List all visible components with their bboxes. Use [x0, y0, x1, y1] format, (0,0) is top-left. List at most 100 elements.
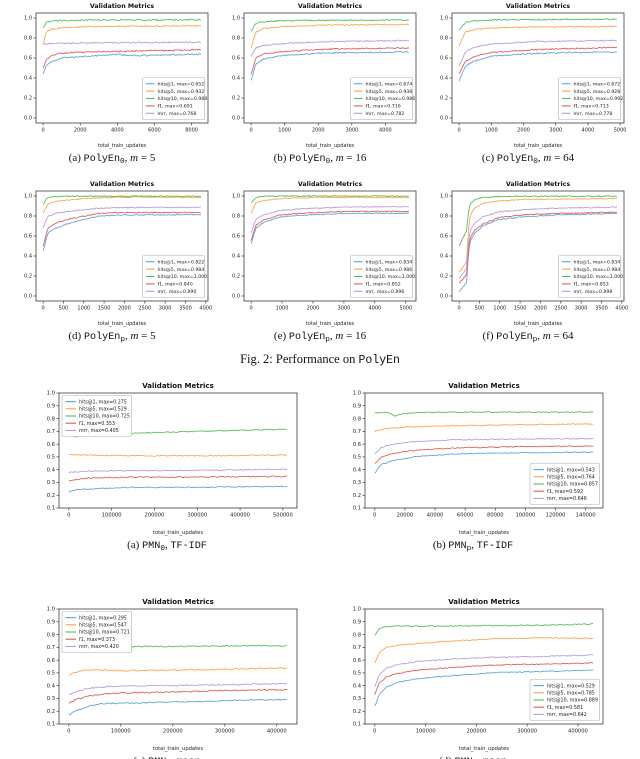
x-axis: 0 100000 200000 300000 400000 — [67, 723, 287, 734]
series-line-2 — [42, 195, 202, 205]
series-line-1 — [374, 422, 594, 432]
fig2-chart-cell-fig2b: Validation Metrics 0.0 0.2 0.4 0.6 0.8 1.0 0 100… — [218, 0, 422, 178]
svg-text:mrr, max=0.646: mrr, max=0.646 — [547, 496, 587, 502]
svg-text:hits@5, max=0.932: hits@5, max=0.932 — [158, 89, 205, 95]
svg-text:f1, max=0.716: f1, max=0.716 — [366, 104, 401, 110]
svg-text:0.9: 0.9 — [47, 403, 55, 409]
chart-caption-fig2e: (e) PolyEnp, m = 16 — [273, 329, 367, 344]
chart-title: Validation Metrics — [506, 3, 571, 10]
svg-text:hits@5, max=0.984: hits@5, max=0.984 — [574, 267, 621, 273]
svg-text:hits@5, max=0.785: hits@5, max=0.785 — [547, 690, 595, 696]
svg-text:0.8: 0.8 — [47, 416, 55, 422]
plot-area-border — [58, 608, 298, 725]
chart-fig3a: Validation Metrics0.10.20.30.40.50.60.70… — [47, 382, 298, 536]
fig2-chart-cell-fig2c: Validation Metrics 0.0 0.2 0.4 0.6 0.8 1.0 0 100… — [426, 0, 630, 178]
fig2-chart-cell-fig2f: Validation Metrics 0.0 0.2 0.4 0.6 0.8 1.0 0 500… — [426, 178, 630, 356]
svg-text:mrr, max=0.782: mrr, max=0.782 — [366, 111, 405, 117]
svg-text:1.0: 1.0 — [232, 16, 240, 22]
svg-text:0.1: 0.1 — [353, 506, 361, 512]
fig2-chart-grid: Validation Metrics 0.0 0.2 0.4 0.6 0.8 1.0 0 200… — [0, 0, 640, 356]
svg-text:1000: 1000 — [278, 128, 291, 134]
x-axis: 0 100000 200000 300000 400000 — [373, 723, 588, 734]
svg-text:1.0: 1.0 — [24, 194, 32, 200]
svg-text:0.6: 0.6 — [353, 442, 361, 448]
svg-text:2000: 2000 — [312, 128, 325, 134]
series-line-0 — [68, 485, 288, 493]
svg-text:hits@5, max=0.529: hits@5, max=0.529 — [79, 406, 127, 412]
chart-title: Validation Metrics — [506, 181, 571, 188]
series-line-3 — [68, 475, 288, 482]
chart-fig2f: Validation Metrics 0.0 0.2 0.4 0.6 0.8 1.0 0 500… — [440, 181, 628, 327]
x-axis: 0 500 1000 1500 2000 2500 3000 3500 4000 — [42, 300, 212, 311]
series-line-1 — [374, 636, 594, 664]
series-line-1 — [42, 24, 202, 45]
y-axis: 0.0 0.2 0.4 0.6 0.8 1.0 — [24, 194, 36, 300]
svg-text:300000: 300000 — [517, 728, 537, 734]
svg-text:0.9: 0.9 — [353, 403, 361, 409]
series-line-3 — [250, 210, 410, 241]
svg-text:1000: 1000 — [493, 305, 506, 311]
svg-text:3000: 3000 — [549, 128, 562, 134]
figure-2-block: Validation Metrics 0.0 0.2 0.4 0.6 0.8 1.0 0 200… — [0, 0, 640, 367]
svg-text:1000: 1000 — [77, 305, 90, 311]
svg-text:1500: 1500 — [98, 305, 111, 311]
svg-text:hits@1, max=0.834: hits@1, max=0.834 — [574, 259, 621, 265]
svg-text:1.0: 1.0 — [353, 606, 361, 612]
svg-text:hits@1, max=0.275: hits@1, max=0.275 — [79, 399, 127, 405]
series-line-4 — [250, 39, 409, 57]
x-axis-label: total_train_updates — [153, 746, 203, 752]
fig3-chart-cell-fig3a: Validation Metrics 0.1 0.2 0.3 0.4 0.5 0.6 0.7 0… — [29, 379, 305, 565]
svg-text:0.1: 0.1 — [47, 721, 55, 727]
svg-text:2500: 2500 — [138, 305, 151, 311]
svg-text:1.0: 1.0 — [232, 194, 240, 200]
plot-area-border — [243, 190, 417, 302]
svg-text:hits@5, max=0.547: hits@5, max=0.547 — [79, 622, 127, 628]
svg-text:1500: 1500 — [514, 305, 527, 311]
svg-text:500: 500 — [475, 305, 485, 311]
svg-text:60000: 60000 — [457, 512, 474, 518]
chart-caption-fig2b: (b) PolyEn0, m = 16 — [273, 152, 367, 166]
series-line-1 — [68, 453, 288, 457]
svg-text:mrr, max=0.896: mrr, max=0.896 — [366, 289, 405, 295]
svg-text:0.8: 0.8 — [24, 214, 32, 220]
svg-text:mrr, max=0.405: mrr, max=0.405 — [79, 428, 119, 434]
svg-text:0: 0 — [67, 512, 70, 518]
svg-text:120000: 120000 — [546, 512, 566, 518]
svg-text:4000: 4000 — [615, 305, 628, 311]
x-axis: 0 2000 4000 6000 8000 — [42, 123, 198, 134]
y-axis: 0.1 0.2 0.3 0.4 0.5 0.6 0.7 0.8 0.9 1.0 — [47, 606, 59, 727]
svg-text:4000: 4000 — [368, 305, 381, 311]
svg-text:hits@1, max=0.529: hits@1, max=0.529 — [547, 683, 595, 689]
chart-title: Validation Metrics — [298, 3, 363, 10]
x-axis-label: total_train_updates — [459, 530, 509, 536]
svg-text:0.2: 0.2 — [232, 96, 240, 102]
svg-text:0.6: 0.6 — [440, 234, 448, 240]
fig2-chart-cell-fig2a: Validation Metrics 0.0 0.2 0.4 0.6 0.8 1.0 0 200… — [10, 0, 214, 178]
svg-text:0.4: 0.4 — [24, 76, 32, 82]
series-line-2 — [42, 18, 201, 28]
svg-text:f1, max=0.713: f1, max=0.713 — [574, 104, 609, 110]
svg-text:0: 0 — [458, 305, 461, 311]
svg-text:hits@1, max=0.672: hits@1, max=0.672 — [574, 81, 621, 87]
svg-text:0: 0 — [250, 305, 253, 311]
x-axis-label: total_train_updates — [514, 143, 563, 149]
chart-caption-fig3c: (c) PMN0, mean — [133, 755, 201, 759]
svg-text:0.4: 0.4 — [232, 254, 240, 260]
y-axis: 0.0 0.2 0.4 0.6 0.8 1.0 — [24, 16, 36, 122]
svg-text:5000: 5000 — [614, 128, 627, 134]
series-line-3 — [68, 688, 288, 704]
svg-text:hits@10, max=0.857: hits@10, max=0.857 — [547, 482, 598, 488]
fig2-chart-cell-fig2d: Validation Metrics 0.0 0.2 0.4 0.6 0.8 1.0 0 500… — [10, 178, 214, 356]
chart-title: Validation Metrics — [142, 598, 214, 606]
svg-text:0.3: 0.3 — [353, 696, 361, 702]
svg-text:0.8: 0.8 — [353, 632, 361, 638]
svg-text:1.0: 1.0 — [47, 606, 55, 612]
x-axis-label: total_train_updates — [98, 143, 147, 149]
series-line-2 — [458, 18, 617, 31]
svg-text:0.6: 0.6 — [353, 658, 361, 664]
svg-text:0.5: 0.5 — [47, 454, 55, 460]
svg-text:0.8: 0.8 — [353, 416, 361, 422]
svg-text:5000: 5000 — [399, 305, 412, 311]
